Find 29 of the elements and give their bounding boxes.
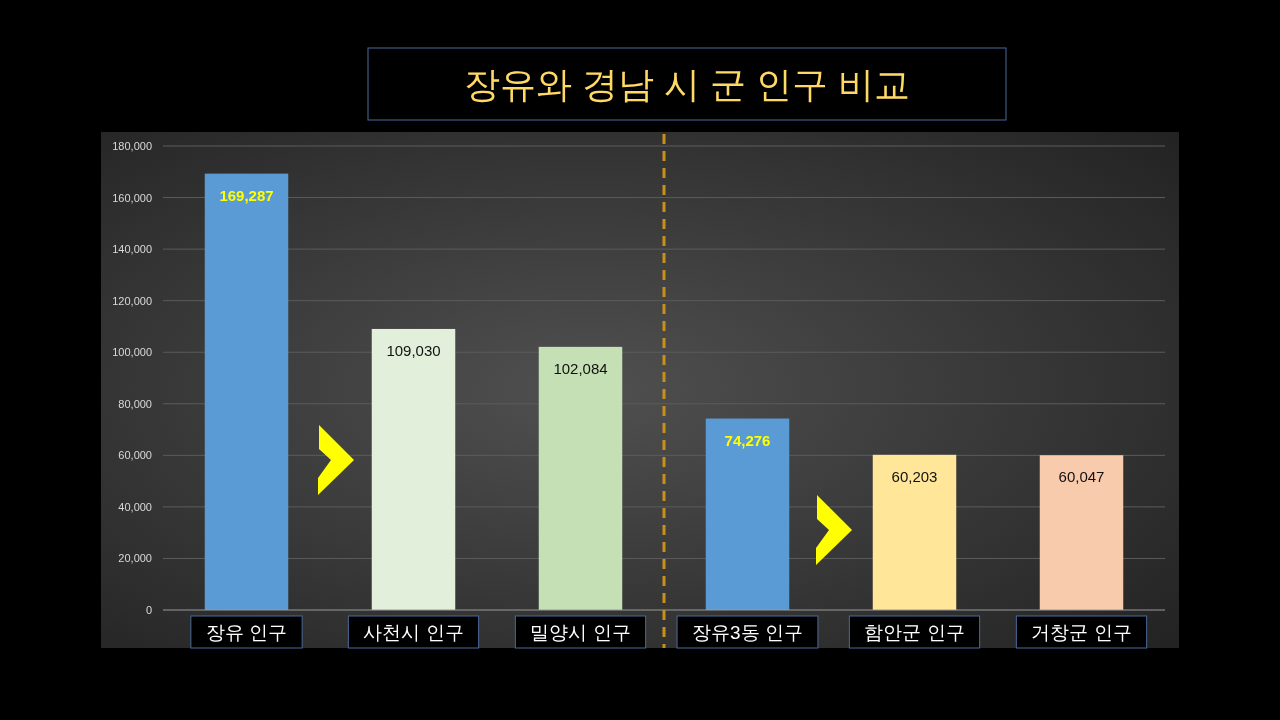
y-tick-label: 100,000 (112, 346, 152, 359)
x-tick-label: 함안군 인구 (864, 622, 965, 643)
data-label: 169,287 (219, 186, 274, 204)
bar (872, 454, 957, 610)
y-tick-label: 60,000 (118, 449, 152, 462)
y-tick-label: 0 (145, 604, 152, 616)
data-label: 60,047 (1058, 468, 1105, 486)
chart-title: 장유와 경남 시 군 인구 비교 (463, 64, 911, 105)
bar (705, 418, 790, 610)
bar (371, 328, 456, 610)
x-tick-label: 거창군 인구 (1031, 622, 1132, 643)
data-label: 109,030 (386, 341, 441, 359)
y-tick-label: 40,000 (118, 500, 152, 513)
y-tick-label: 160,000 (112, 191, 152, 204)
y-tick-label: 180,000 (112, 140, 152, 152)
y-tick-label: 80,000 (118, 397, 152, 410)
bar (204, 173, 289, 610)
data-label: 74,276 (724, 431, 771, 449)
data-label: 102,084 (553, 359, 608, 377)
y-tick-label: 140,000 (112, 243, 152, 256)
data-label: 60,203 (891, 467, 938, 485)
bar (538, 346, 623, 610)
x-tick-label: 밀양시 인구 (530, 622, 631, 643)
x-tick-label: 사천시 인구 (363, 622, 464, 643)
y-tick-label: 120,000 (112, 294, 152, 307)
y-tick-label: 20,000 (118, 552, 152, 565)
x-tick-label: 장유3동 인구 (692, 622, 803, 643)
x-tick-label: 장유 인구 (205, 622, 288, 643)
bar (1039, 455, 1124, 610)
